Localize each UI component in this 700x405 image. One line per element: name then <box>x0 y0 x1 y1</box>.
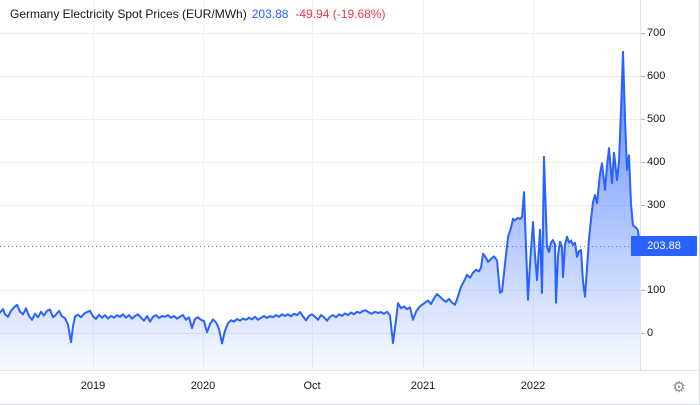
y-axis-label: 0 <box>647 327 654 340</box>
price-change: -49.94 (-19.68%) <box>295 7 386 21</box>
x-axis-label: 2019 <box>80 380 106 392</box>
h-gridline <box>0 290 640 292</box>
y-axis-label: 700 <box>647 27 666 39</box>
last-price-badge: 203.88 <box>631 235 697 256</box>
y-axis-label: 400 <box>647 155 666 168</box>
settings-gear-icon[interactable]: ⚙ <box>672 379 686 396</box>
v-gridline <box>203 0 204 370</box>
x-axis-label: 2021 <box>410 380 436 392</box>
y-axis-tick <box>641 333 645 335</box>
area-fill <box>0 51 640 370</box>
h-gridline <box>0 75 640 77</box>
x-axis-label: 2022 <box>520 380 546 392</box>
y-axis-label: 500 <box>647 112 666 125</box>
h-gridline <box>0 204 640 206</box>
y-axis-tick <box>641 290 645 292</box>
h-gridline <box>0 118 640 120</box>
price-axis[interactable]: 203.88 700 600 500 400 300 100 0 <box>631 0 699 404</box>
v-gridline <box>93 0 94 370</box>
y-axis-tick <box>641 204 645 206</box>
last-price-dotted-line <box>0 245 630 247</box>
x-axis-label: Oct <box>303 380 321 392</box>
symbol-title: Germany Electricity Spot Prices (EUR/MWh… <box>10 7 247 21</box>
y-axis-label: 300 <box>647 198 666 211</box>
last-price-value: 203.88 <box>251 7 289 21</box>
y-axis-tick <box>641 118 645 120</box>
y-axis-tick <box>641 33 645 34</box>
chart-legend: Germany Electricity Spot Prices (EUR/MWh… <box>10 7 385 22</box>
v-gridline <box>312 0 313 370</box>
price-area-series <box>0 50 640 370</box>
y-axis-label: 600 <box>647 69 666 82</box>
h-gridline <box>0 33 640 34</box>
h-gridline <box>0 161 640 163</box>
v-gridline <box>533 0 534 370</box>
chart-pane[interactable] <box>0 0 640 370</box>
x-axis-label: 2020 <box>190 380 216 392</box>
time-axis[interactable]: ⚙ 2019 2020 Oct 2021 2022 <box>0 370 699 404</box>
y-axis-tick <box>641 161 645 163</box>
y-axis-tick <box>641 75 645 77</box>
v-gridline <box>423 0 424 370</box>
y-axis-label: 100 <box>647 284 666 297</box>
